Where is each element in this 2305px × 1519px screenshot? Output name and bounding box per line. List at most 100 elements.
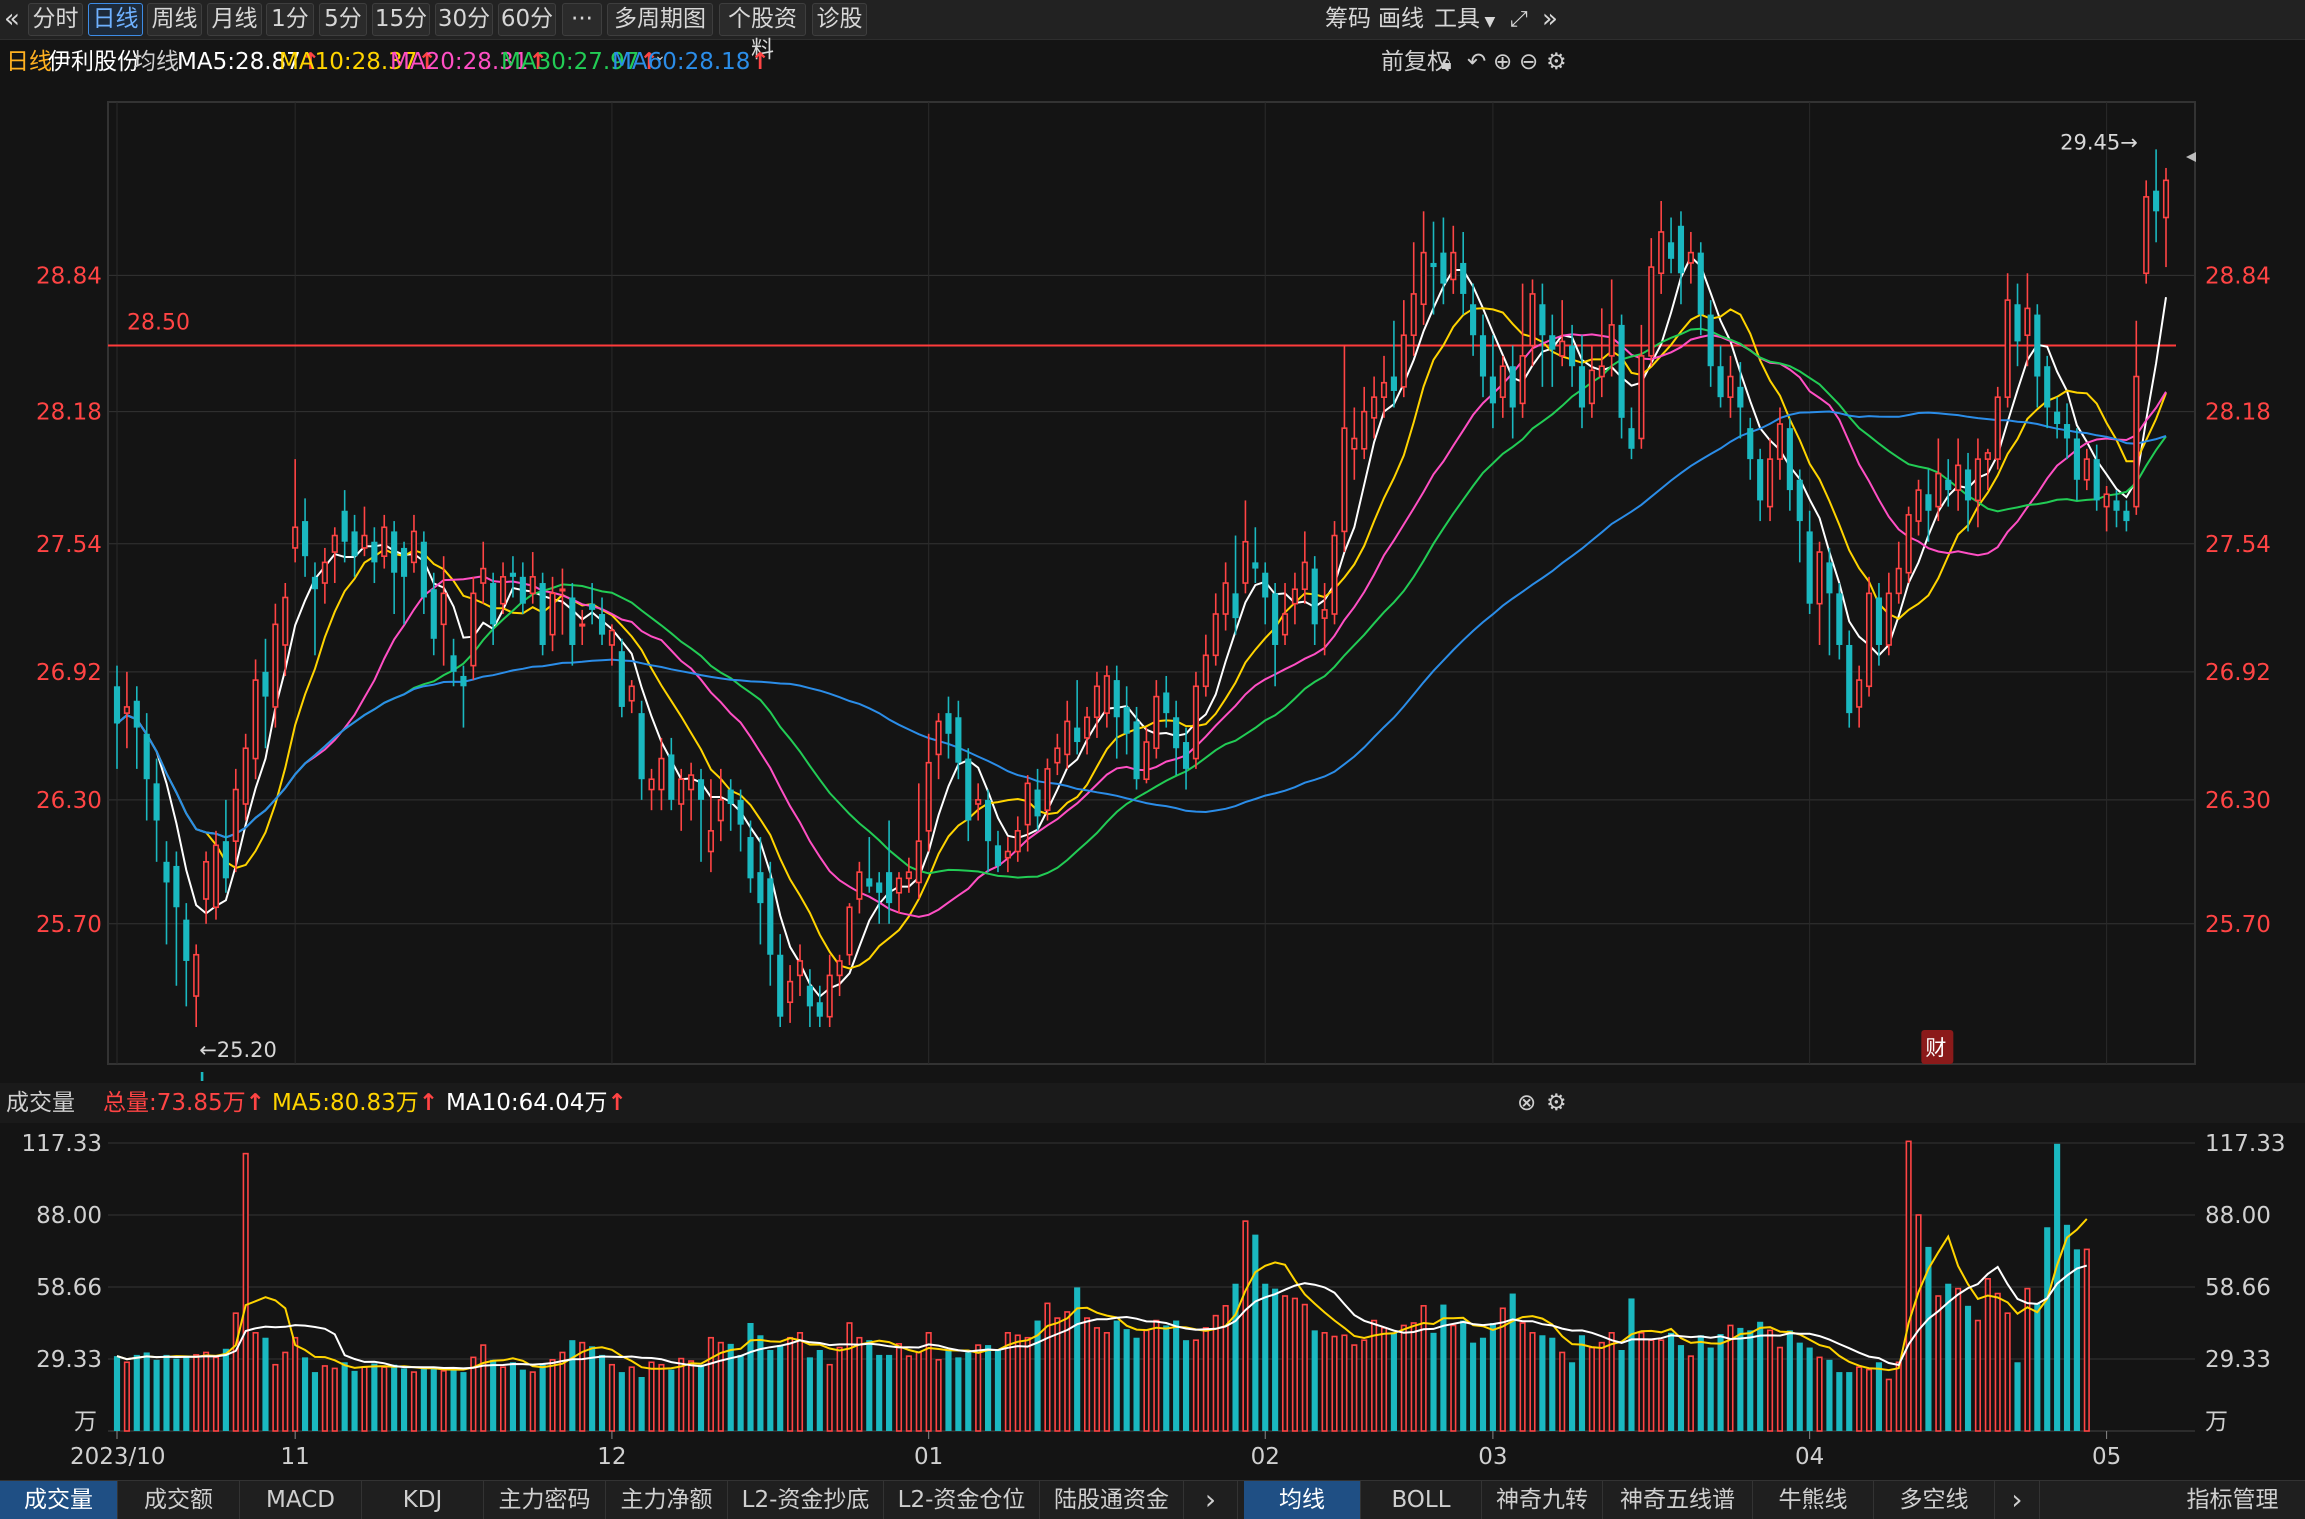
lock-icon[interactable]: 🔒︎ [1441, 50, 1452, 74]
chevron-right-icon[interactable]: › [1995, 1481, 2040, 1519]
tab-boll[interactable]: BOLL [1361, 1481, 1482, 1519]
volume-bar-down [311, 1372, 319, 1431]
double-chevron-right-icon[interactable]: » [1542, 4, 1558, 34]
period-tab-15m[interactable]: 15分 [372, 3, 430, 36]
volume-bar-up [1420, 1305, 1427, 1432]
candle-body-down [1786, 428, 1793, 491]
price-chart[interactable]: 28.50 28.84 28.84 28.18 28.18 27.54 27.54 26.9… [0, 86, 2305, 1081]
volume-chart[interactable]: 117.33 117.33 88.00 88.00 58.66 58.66 29.33 29.… [0, 1123, 2305, 1480]
ma10-line [116, 307, 2167, 970]
more-periods-button[interactable]: ··· [562, 3, 602, 36]
tab-kdj[interactable]: KDJ [362, 1481, 484, 1519]
volume-bar-down [1074, 1287, 1081, 1431]
zoom-out-icon[interactable]: ⊖ [1519, 49, 1539, 75]
period-tab-day[interactable]: 日线 [88, 3, 143, 36]
candle [1004, 837, 1011, 873]
candle-body-up [856, 871, 863, 900]
tab-l2-bottom-fishing[interactable]: L2-资金抄底 [728, 1481, 884, 1519]
period-tab-month[interactable]: 月线 [207, 3, 262, 36]
undo-icon[interactable]: ↶ [1467, 49, 1487, 75]
candle-body-down [2123, 510, 2130, 522]
ma5-line [116, 255, 2167, 998]
volume-bar-up [2024, 1287, 2031, 1432]
candle [2054, 397, 2061, 439]
ma-indicator-label[interactable]: 均线 [133, 49, 179, 75]
stock-name[interactable]: 伊利股份 [48, 49, 140, 75]
adjust-mode[interactable]: 前复权 [1381, 49, 1450, 75]
period-tab-30m[interactable]: 30分 [435, 3, 493, 36]
tab-l2-position[interactable]: L2-资金仓位 [884, 1481, 1040, 1519]
candle-body-up [1301, 561, 1308, 591]
volume-bar-down [1479, 1337, 1487, 1431]
candle-body-down [1846, 644, 1853, 714]
volume-bar-up [1004, 1332, 1011, 1432]
tools-dropdown[interactable]: 工具 ▼ [1434, 3, 1495, 36]
up-arrow-icon: ↑ [607, 1090, 627, 1116]
period-tab-minute[interactable]: 分时 [28, 3, 83, 36]
fullscreen-icon[interactable]: ⤢ [1510, 7, 1528, 32]
candle [1539, 283, 1546, 387]
candle [2004, 273, 2011, 408]
chip-button[interactable]: 筹码 [1325, 6, 1371, 32]
tab-magic-five-lines[interactable]: 神奇五线谱 [1603, 1481, 1753, 1519]
price-tick-right: 28.18 [2205, 400, 2271, 426]
gear-icon[interactable]: ⚙ [1546, 49, 1567, 75]
candle-body-down [1390, 376, 1397, 391]
volume-bar-down [955, 1357, 962, 1431]
period-tab-60m[interactable]: 60分 [498, 3, 556, 36]
tab-macd[interactable]: MACD [240, 1481, 362, 1519]
chevron-right-icon[interactable]: › [1184, 1481, 1238, 1519]
candle [1925, 469, 1932, 542]
tab-main-force-net[interactable]: 主力净额 [606, 1481, 728, 1519]
candle-body-down [163, 861, 170, 883]
stock-info-button[interactable]: 个股资料 [719, 3, 806, 63]
chart-markers: ←25.20 L 29.45→ 财 [198, 130, 2196, 1081]
date-label: 04 [1795, 1444, 1824, 1470]
close-icon[interactable]: ⊗ [1517, 1090, 1537, 1116]
tab-long-short-line[interactable]: 多空线 [1874, 1481, 1995, 1519]
candle [737, 789, 744, 852]
volume-title[interactable]: 成交量 [6, 1090, 75, 1116]
candle [2083, 448, 2090, 491]
candle [123, 671, 130, 749]
price-tick-left: 28.18 [36, 400, 102, 426]
multi-period-dropdown[interactable]: 多周期图 ⌄ [607, 3, 713, 64]
draw-line-button[interactable]: 画线 [1378, 6, 1424, 32]
candle [668, 737, 675, 811]
period-tab-week[interactable]: 周线 [147, 3, 202, 36]
gear-icon[interactable]: ⚙ [1546, 1090, 1567, 1116]
candle [222, 799, 229, 893]
tab-main-force-code[interactable]: 主力密码 [484, 1481, 606, 1519]
candle-body-up [549, 592, 556, 636]
volume-bar-up [1093, 1327, 1101, 1432]
volume-bar-up [915, 1351, 922, 1432]
tab-bull-bear-line[interactable]: 牛熊线 [1753, 1481, 1874, 1519]
period-tab-1m[interactable]: 1分 [266, 3, 314, 36]
candle-body-up [717, 799, 724, 822]
double-chevron-left-icon[interactable]: « [4, 4, 20, 34]
tab-turnover[interactable]: 成交额 [118, 1481, 240, 1519]
zoom-in-icon[interactable]: ⊕ [1493, 49, 1513, 75]
tab-northbound-funds[interactable]: 陆股通资金 [1040, 1481, 1184, 1519]
candle [2133, 320, 2140, 515]
volume-bar-down [638, 1376, 645, 1431]
tab-volume[interactable]: 成交量 [0, 1481, 118, 1519]
volume-bar-up [480, 1344, 487, 1432]
candle [1222, 562, 1229, 631]
period-tab-5m[interactable]: 5分 [319, 3, 367, 36]
indicator-manage-button[interactable]: 指标管理 [2186, 1487, 2279, 1513]
ma10-value: MA10:28.37↑ [279, 42, 437, 82]
volume-tick-left: 58.66 [36, 1275, 102, 1301]
volume-bar-down [1964, 1305, 1972, 1431]
candle-body-down [143, 733, 150, 780]
diagnose-button[interactable]: 诊股 [812, 3, 867, 36]
candle-body-down [945, 713, 952, 734]
volume-bar-up [1044, 1302, 1051, 1432]
volume-ma5-text: MA5:80.83万 [272, 1090, 419, 1116]
volume-bar-down [806, 1357, 813, 1431]
ma5-text: MA5:28.87 [177, 49, 301, 75]
tab-ma[interactable]: 均线 [1244, 1481, 1361, 1519]
volume-bar-up [292, 1336, 299, 1432]
candle-body-down [866, 878, 873, 887]
tab-magic-nine[interactable]: 神奇九转 [1482, 1481, 1603, 1519]
